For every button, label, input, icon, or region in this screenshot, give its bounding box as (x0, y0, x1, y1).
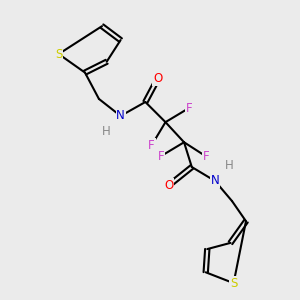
Text: S: S (55, 47, 62, 61)
Text: O: O (164, 179, 173, 192)
Text: N: N (116, 110, 125, 122)
Text: F: F (158, 150, 164, 163)
Text: N: N (211, 175, 219, 188)
Text: F: F (185, 102, 192, 115)
Text: H: H (102, 125, 111, 138)
Text: H: H (225, 159, 233, 172)
Text: O: O (153, 72, 162, 85)
Text: S: S (230, 277, 237, 290)
Text: F: F (148, 139, 155, 152)
Text: F: F (202, 150, 209, 163)
